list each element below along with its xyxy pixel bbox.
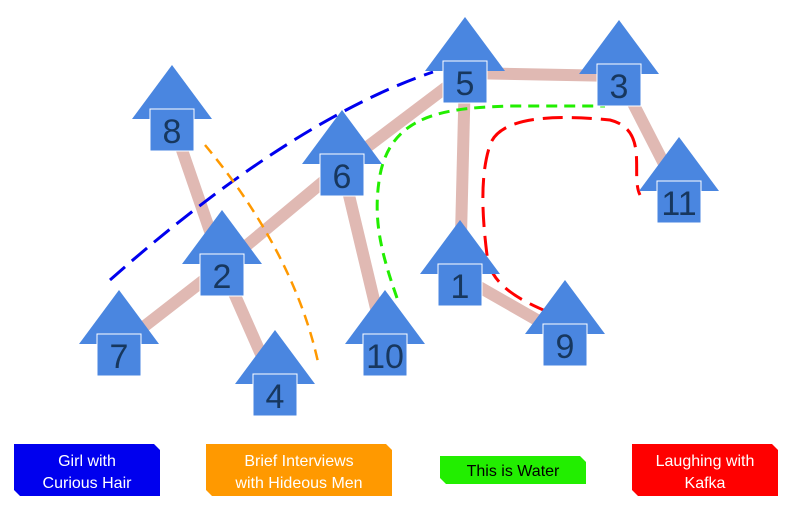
node-roof [579, 20, 659, 74]
path-laughing-with-kafka [481, 116, 642, 314]
node-label: 1 [451, 268, 470, 306]
nodes: 1 2 3 4 5 6 7 8 9 10 11 [79, 17, 719, 417]
node-7: 7 [79, 290, 159, 377]
legend-label-line2: Kafka [685, 475, 726, 492]
node-roof [639, 137, 719, 191]
node-label: 8 [163, 113, 182, 151]
node-roof [302, 110, 382, 164]
node-10: 10 [345, 290, 425, 377]
node-label: 3 [610, 68, 629, 106]
legend-label-line1: Laughing with [656, 453, 755, 470]
node-roof [132, 65, 212, 119]
edge-5-3 [464, 67, 620, 82]
node-label: 9 [556, 328, 575, 366]
node-label: 5 [456, 65, 475, 103]
node-6: 6 [302, 110, 382, 197]
node-roof [425, 17, 505, 71]
legend-label-line1: Girl with [58, 453, 116, 470]
node-8: 8 [132, 65, 212, 152]
node-label: 11 [661, 185, 696, 223]
legend-item-girl: Girl with Curious Hair [14, 444, 160, 496]
node-4: 4 [235, 330, 315, 417]
node-body [199, 253, 245, 297]
node-body [149, 108, 195, 152]
node-body [252, 373, 298, 417]
legend: Girl with Curious Hair Brief Interviews wit… [14, 444, 778, 496]
node-label: 7 [110, 338, 129, 376]
legend-box [14, 444, 160, 496]
node-body [96, 333, 142, 377]
node-1: 1 [420, 220, 500, 307]
node-label: 6 [333, 158, 352, 196]
node-roof [525, 280, 605, 334]
node-roof [235, 330, 315, 384]
node-body [319, 153, 365, 197]
node-2: 2 [182, 210, 262, 297]
node-body [656, 180, 702, 224]
legend-label-line1: This is Water [467, 463, 560, 480]
node-roof [79, 290, 159, 344]
legend-item-water: This is Water [440, 456, 586, 484]
node-roof [345, 290, 425, 344]
node-3: 3 [579, 20, 659, 107]
legend-item-kafka: Laughing with Kafka [632, 444, 778, 496]
legend-box [440, 456, 586, 484]
node-body [596, 63, 642, 107]
node-body [542, 323, 588, 367]
node-5: 5 [425, 17, 505, 104]
node-label: 2 [213, 258, 232, 296]
node-label: 4 [266, 378, 285, 416]
node-label: 10 [366, 338, 404, 376]
legend-box [206, 444, 392, 496]
node-body [362, 333, 408, 377]
node-9: 9 [525, 280, 605, 367]
node-roof [420, 220, 500, 274]
path-this-is-water [375, 104, 605, 299]
node-roof [182, 210, 262, 264]
legend-label-line2: Curious Hair [43, 475, 133, 492]
node-11: 11 [639, 137, 719, 224]
node-body [437, 263, 483, 307]
legend-item-brief: Brief Interviews with Hideous Men [206, 444, 392, 496]
node-body [442, 60, 488, 104]
path-girl-with-curious-hair [109, 70, 434, 282]
legend-box [632, 444, 778, 496]
legend-label-line2: with Hideous Men [234, 475, 362, 492]
legend-label-line1: Brief Interviews [244, 453, 353, 470]
